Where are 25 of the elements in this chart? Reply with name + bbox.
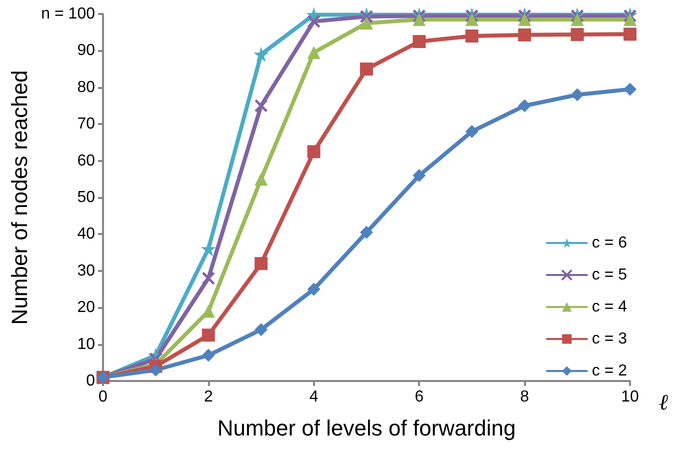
y-tick-label: n = 100 [41,6,96,22]
text: ℓ [658,390,669,416]
y-tick-label: 0 [86,372,96,390]
x-tick-label: 4 [309,388,318,406]
y-tick-label: 50 [77,189,96,206]
y-tick-label: 90 [77,42,96,60]
x-tick-label: 6 [414,388,424,406]
y-tick-label: 40 [77,226,96,243]
y-tick-label: 30 [77,262,96,280]
y-tick-label: 10 [77,336,96,353]
x-tick-label: 8 [520,388,530,406]
legend-label: c = 5 [592,266,628,284]
x-tick-label: 10 [621,388,639,406]
y-tick-label: 20 [77,299,96,316]
x-tick-label: 2 [204,388,213,406]
legend-label: c = 4 [592,298,628,316]
y-tick-label: 60 [77,152,96,170]
x-axis-title: Number of levels of forwarding [217,416,516,440]
legend-label: c = 6 [592,234,628,252]
y-axis-title: Number of nodes reached [6,70,32,325]
y-tick-label: 70 [77,116,96,133]
legend-label: c = 2 [592,362,628,380]
y-tick-label: 80 [77,78,96,96]
legend-label: c = 3 [592,330,628,348]
x-tick-label: 0 [98,388,108,406]
